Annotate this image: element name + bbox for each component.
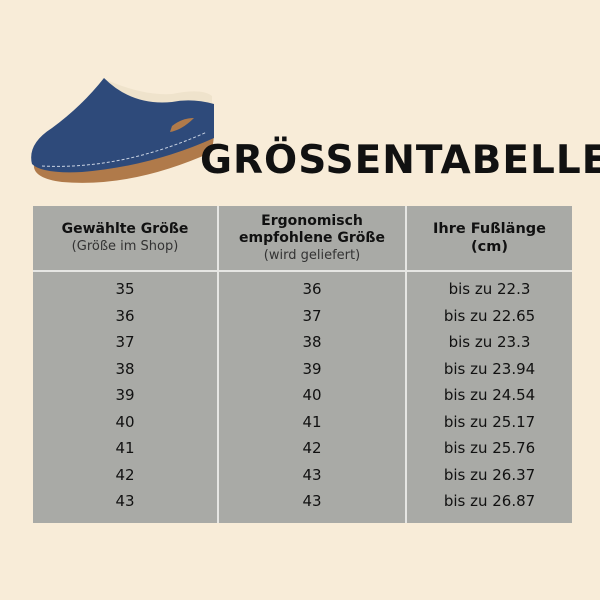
- column-selected-size: Gewählte Größe (Größe im Shop) 35 36 37 38 3…: [33, 206, 219, 523]
- header-sub: (Größe im Shop): [71, 239, 179, 254]
- table-cell: 41: [302, 412, 322, 431]
- table-cell: 36: [302, 280, 322, 299]
- table-cell: bis zu 23.94: [443, 359, 536, 378]
- header-recommended-size: Ergonomisch empfohlene Größe (wird gelie…: [219, 206, 405, 272]
- header-line2: (cm): [471, 239, 508, 255]
- table-cell: 35: [115, 280, 135, 299]
- table-cell: bis zu 24.54: [443, 386, 536, 405]
- table-cell: 39: [115, 386, 135, 405]
- table-cell: 41: [115, 439, 135, 458]
- header-line1: Ihre Fußlänge: [433, 221, 546, 237]
- table-cell: 43: [302, 465, 322, 484]
- table-cell: 38: [302, 333, 322, 352]
- shoe-image: [31, 78, 214, 183]
- table-cell: bis zu 22.65: [443, 306, 536, 325]
- table-cell: 37: [302, 306, 322, 325]
- table-cell: bis zu 22.3: [448, 280, 531, 299]
- table-cell: bis zu 25.76: [443, 439, 536, 458]
- column-foot-length: Ihre Fußlänge (cm) bis zu 22.3 bis zu 22.…: [407, 206, 572, 523]
- table-cell: 43: [302, 492, 322, 511]
- table-cell: 38: [115, 359, 135, 378]
- header-sub: (wird geliefert): [263, 247, 361, 263]
- size-table: Gewählte Größe (Größe im Shop) 35 36 37 38 3…: [33, 206, 572, 523]
- header-foot-length: Ihre Fußlänge (cm): [407, 206, 572, 272]
- header-line2: empfohlene Größe: [239, 229, 385, 246]
- header-line1: Ergonomisch: [261, 212, 363, 229]
- page-title: GRÖSSENTABELLE: [200, 138, 600, 183]
- table-cell: 40: [302, 386, 322, 405]
- table-cell: 40: [115, 412, 135, 431]
- header-main: Gewählte Größe: [61, 221, 189, 237]
- table-cell: 43: [115, 492, 135, 511]
- table-cell: bis zu 23.3: [448, 333, 531, 352]
- table-cell: 37: [115, 333, 135, 352]
- table-cell: bis zu 25.17: [443, 412, 536, 431]
- table-cell: 36: [115, 306, 135, 325]
- table-cell: 42: [115, 465, 135, 484]
- table-cell: bis zu 26.37: [443, 465, 536, 484]
- header-selected-size: Gewählte Größe (Größe im Shop): [33, 206, 217, 272]
- table-cell: bis zu 26.87: [443, 492, 536, 511]
- table-cell: 42: [302, 439, 322, 458]
- column-recommended-size: Ergonomisch empfohlene Größe (wird gelie…: [219, 206, 407, 523]
- table-cell: 39: [302, 359, 322, 378]
